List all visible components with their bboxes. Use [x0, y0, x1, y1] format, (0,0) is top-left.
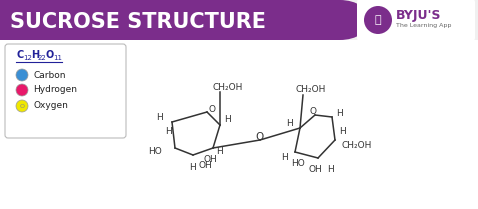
Circle shape [364, 6, 392, 34]
Text: H: H [157, 112, 163, 121]
Text: H: H [337, 110, 343, 119]
Text: O: O [46, 50, 54, 60]
Bar [0, 0, 340, 40]
Text: H: H [225, 116, 231, 125]
Text: C: C [16, 50, 23, 60]
Text: O: O [20, 103, 24, 108]
Text: O: O [309, 107, 316, 116]
Circle shape [16, 84, 28, 96]
Text: H: H [190, 163, 196, 172]
Circle shape [16, 100, 28, 112]
Text: The Learning App: The Learning App [396, 23, 451, 28]
Text: OH: OH [203, 154, 217, 163]
Text: H: H [287, 119, 293, 127]
Text: 22: 22 [38, 55, 47, 61]
Text: SUCROSE STRUCTURE: SUCROSE STRUCTURE [10, 12, 266, 32]
Text: H: H [282, 153, 288, 162]
Text: H: H [31, 50, 39, 60]
Text: CH₂OH: CH₂OH [296, 84, 326, 93]
Text: CH₂OH: CH₂OH [213, 83, 243, 92]
Text: OH: OH [198, 161, 212, 169]
Text: O: O [256, 132, 264, 142]
FancyBboxPatch shape [357, 0, 475, 41]
Text: 📱: 📱 [375, 15, 381, 25]
Bar [0, 40, 478, 209]
FancyBboxPatch shape [5, 44, 126, 138]
Text: 11: 11 [53, 55, 62, 61]
Text: CH₂OH: CH₂OH [342, 140, 372, 149]
Text: H: H [327, 166, 335, 175]
Text: H: H [217, 147, 223, 155]
Text: BYJU'S: BYJU'S [396, 9, 442, 22]
Ellipse shape [310, 0, 370, 40]
Circle shape [16, 69, 28, 81]
Text: 12: 12 [23, 55, 32, 61]
Text: Oxygen: Oxygen [33, 102, 68, 111]
Text: H: H [165, 126, 173, 135]
Text: Carbon: Carbon [33, 70, 65, 79]
Text: O: O [209, 104, 216, 113]
Text: H: H [340, 127, 347, 136]
Text: OH: OH [308, 166, 322, 175]
Text: HO: HO [148, 147, 162, 155]
Text: Hydrogen: Hydrogen [33, 85, 77, 94]
Text: HO: HO [291, 159, 305, 168]
